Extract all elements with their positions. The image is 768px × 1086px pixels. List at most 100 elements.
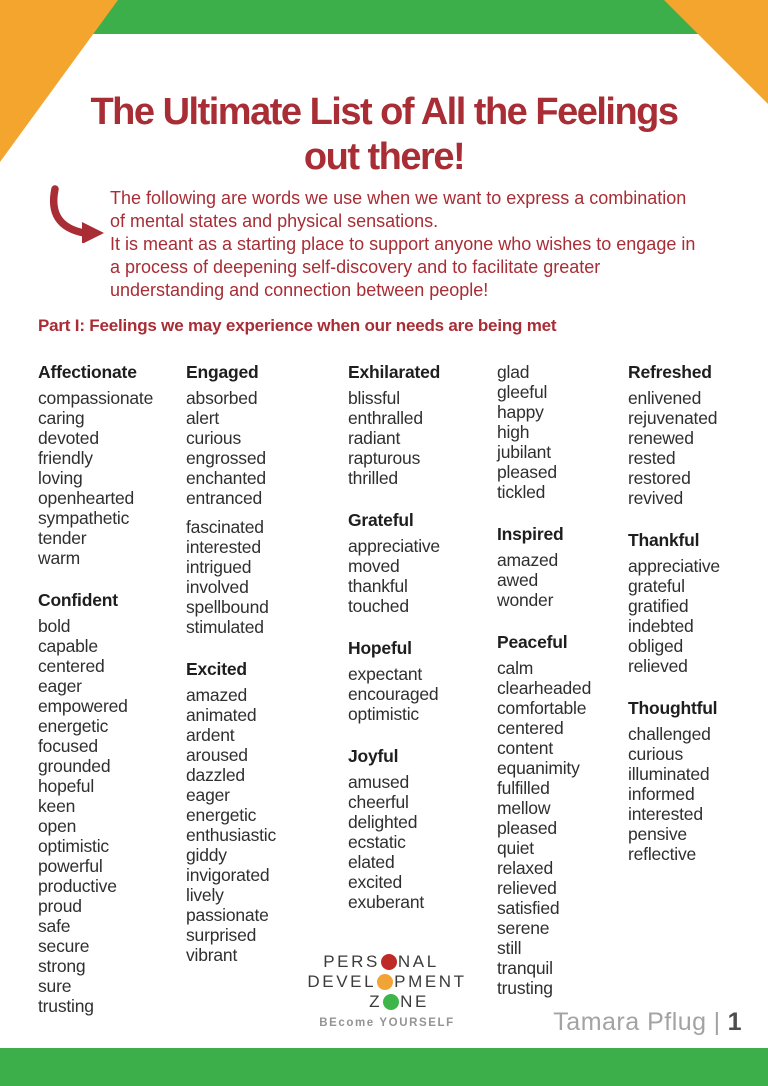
feeling-item: revived bbox=[628, 488, 684, 508]
feeling-item: enchanted bbox=[186, 468, 266, 488]
feeling-item: amazed bbox=[186, 685, 248, 705]
feeling-item: sure bbox=[38, 976, 72, 996]
feelings-column-1: Affectionate compassionate caring devoted fr… bbox=[38, 362, 186, 1016]
feeling-item: spellbound bbox=[186, 597, 269, 617]
logo-text: NE bbox=[400, 992, 429, 1011]
feeling-item: delighted bbox=[348, 812, 418, 832]
feeling-item: exuberant bbox=[348, 892, 425, 912]
feeling-item: grounded bbox=[38, 756, 111, 776]
feeling-item: elated bbox=[348, 852, 395, 872]
feeling-item: centered bbox=[38, 656, 105, 676]
feeling-item: obliged bbox=[628, 636, 684, 656]
feeling-item: cheerful bbox=[348, 792, 409, 812]
feeling-item: powerful bbox=[38, 856, 103, 876]
intro-line: It is meant as a starting place to suppo… bbox=[110, 234, 696, 254]
feeling-item: moved bbox=[348, 556, 400, 576]
feeling-item: productive bbox=[38, 876, 117, 896]
feelings-group-engaged: Engaged absorbed alert curious engrossed ench… bbox=[186, 362, 346, 637]
feelings-group-joyful: Joyful amused cheerful delighted ecstatic ela… bbox=[348, 746, 495, 912]
feelings-group-grateful: Grateful appreciative moved thankful touched bbox=[348, 510, 495, 616]
feeling-item: amused bbox=[348, 772, 410, 792]
feeling-item: eager bbox=[38, 676, 82, 696]
logo-tagline: BEcome YOURSELF bbox=[319, 1017, 455, 1029]
feelings-group-refreshed: Refreshed enlivened rejuvenated renewed rest… bbox=[628, 362, 760, 508]
feeling-item: gratified bbox=[628, 596, 689, 616]
feeling-item: expectant bbox=[348, 664, 423, 684]
feeling-item: encouraged bbox=[348, 684, 439, 704]
feeling-item: empowered bbox=[38, 696, 128, 716]
feeling-item: engrossed bbox=[186, 448, 266, 468]
feeling-item: tranquil bbox=[497, 958, 553, 978]
feeling-item: appreciative bbox=[628, 556, 720, 576]
group-header: Grateful bbox=[348, 510, 414, 530]
feeling-item: interested bbox=[628, 804, 703, 824]
logo-text: NAL bbox=[397, 952, 439, 971]
group-header: Joyful bbox=[348, 746, 399, 766]
list-gap bbox=[186, 508, 346, 517]
feeling-item: capable bbox=[38, 636, 98, 656]
group-header: Confident bbox=[38, 590, 118, 610]
feelings-column-4: glad gleeful happy high jubilant pleased tickl… bbox=[497, 362, 626, 998]
feeling-item: invigorated bbox=[186, 865, 270, 885]
feeling-item: challenged bbox=[628, 724, 711, 744]
feeling-item: equanimity bbox=[497, 758, 580, 778]
feeling-item: amazed bbox=[497, 550, 559, 570]
feeling-item: enlivened bbox=[628, 388, 702, 408]
part-1-heading: Part I: Feelings we may experience when … bbox=[38, 316, 557, 335]
feelings-group-inspired: Inspired amazed awed wonder bbox=[497, 524, 626, 610]
logo-text: PMENT bbox=[394, 972, 467, 991]
page-title-line-2: out there! bbox=[303, 135, 466, 178]
feeling-item: safe bbox=[38, 916, 71, 936]
feeling-item: fascinated bbox=[186, 517, 264, 537]
feeling-item: clearheaded bbox=[497, 678, 592, 698]
feeling-item: animated bbox=[186, 705, 257, 725]
feeling-item: openhearted bbox=[38, 488, 135, 508]
footer-author: Tamara Pflug bbox=[553, 1008, 707, 1036]
feelings-group-hopeful: Hopeful expectant encouraged optimistic bbox=[348, 638, 495, 724]
feeling-item: friendly bbox=[38, 448, 93, 468]
feeling-item: curious bbox=[186, 428, 242, 448]
intro-line: understanding and connection between peo… bbox=[110, 280, 489, 300]
feeling-item: enthralled bbox=[348, 408, 423, 428]
footer-page-number: 1 bbox=[727, 1008, 742, 1036]
feeling-item: high bbox=[497, 422, 530, 442]
feeling-item: reflective bbox=[628, 844, 697, 864]
feeling-item: interested bbox=[186, 537, 261, 557]
feeling-item: eager bbox=[186, 785, 230, 805]
personal-development-zone-logo: PERS NAL DEVEL PMENT Z NE BEcome YOURSEL… bbox=[298, 952, 476, 1029]
feeling-item: absorbed bbox=[186, 388, 258, 408]
feeling-item: tickled bbox=[497, 482, 546, 502]
feeling-item: secure bbox=[38, 936, 90, 956]
feeling-item: satisfied bbox=[497, 898, 560, 918]
feeling-item: rested bbox=[628, 448, 676, 468]
feeling-item: glad bbox=[497, 362, 530, 382]
feeling-item: entranced bbox=[186, 488, 263, 508]
feeling-item: tender bbox=[38, 528, 87, 548]
page-title-line-1: The Ultimate List of All the Feelings bbox=[90, 91, 679, 133]
feeling-item: renewed bbox=[628, 428, 694, 448]
feeling-item: pensive bbox=[628, 824, 687, 844]
feeling-item: curious bbox=[628, 744, 684, 764]
feeling-item: lively bbox=[186, 885, 224, 905]
feeling-item: indebted bbox=[628, 616, 694, 636]
feeling-item: illuminated bbox=[628, 764, 710, 784]
feeling-item: trusting bbox=[38, 996, 94, 1016]
group-header: Thankful bbox=[628, 530, 700, 550]
feeling-item: alert bbox=[186, 408, 220, 428]
feeling-item: gleeful bbox=[497, 382, 548, 402]
logo-line-personal: PERS NAL bbox=[292, 952, 470, 972]
feelings-group-affectionate: Affectionate compassionate caring devoted fr… bbox=[38, 362, 186, 568]
feeling-item: pleased bbox=[497, 818, 557, 838]
feeling-item: relieved bbox=[497, 878, 557, 898]
intro-line: The following are words we use when we w… bbox=[110, 188, 687, 208]
feeling-item: devoted bbox=[38, 428, 99, 448]
logo-text: DEVEL bbox=[307, 972, 377, 991]
logo-line-zone: Z NE bbox=[310, 992, 488, 1012]
top-green-bar bbox=[0, 0, 768, 34]
feeling-item: warm bbox=[38, 548, 80, 568]
feeling-item: pleased bbox=[497, 462, 557, 482]
feelings-columns: Affectionate compassionate caring devoted fr… bbox=[0, 362, 768, 1022]
footer: Tamara Pflug | 1 bbox=[553, 1008, 742, 1037]
feelings-group-peaceful: Peaceful calm clearheaded comfortable center… bbox=[497, 632, 626, 998]
